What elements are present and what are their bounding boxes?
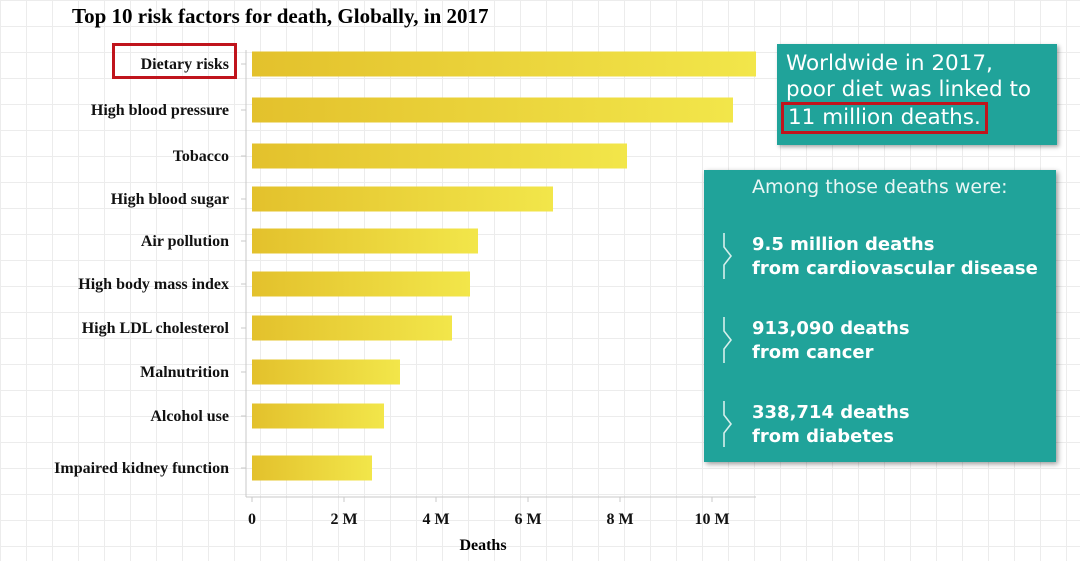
y-tick-label: Impaired kidney function	[54, 460, 229, 477]
x-tick-label: 0	[248, 511, 256, 528]
callout-breakdown: Among those deaths were: 9.5 million dea…	[704, 170, 1056, 462]
x-tick-label: 2 M	[330, 511, 357, 528]
breakdown-heading: Among those deaths were:	[752, 176, 1008, 198]
chevron-right-icon	[723, 233, 733, 279]
stat-description: from cardiovascular disease	[752, 258, 1038, 279]
callout-highlighted-deaths: 11 million deaths.	[781, 102, 988, 134]
y-tick-label: Dietary risks	[141, 56, 229, 73]
callout-line-2: poor diet was linked to	[786, 77, 1032, 102]
bar-impaired-kidney-function	[252, 455, 372, 481]
stat-value: 9.5 million deaths	[752, 234, 935, 255]
stat-description: from diabetes	[752, 426, 894, 447]
bar-malnutrition	[252, 359, 400, 385]
bar-air-pollution	[252, 228, 478, 254]
bar-tobacco	[252, 143, 627, 169]
x-tick-label: 8 M	[606, 511, 633, 528]
y-tick-label: High blood pressure	[91, 102, 229, 119]
x-tick-label: 4 M	[422, 511, 449, 528]
y-tick-label: High LDL cholesterol	[82, 320, 230, 337]
y-tick-label: Malnutrition	[140, 364, 229, 381]
y-tick-label: High body mass index	[78, 276, 229, 293]
stat-value: 338,714 deaths	[752, 402, 910, 423]
chart-title: Top 10 risk factors for death, Globally,…	[72, 4, 489, 28]
bar-high-ldl-cholesterol	[252, 315, 452, 341]
dietary-risks-highlight-box	[112, 43, 237, 79]
callout-line-1: Worldwide in 2017,	[786, 51, 993, 76]
y-tick-label: Air pollution	[141, 233, 229, 250]
y-tick-label: Tobacco	[173, 148, 229, 165]
bar-alcohol-use	[252, 403, 384, 429]
x-tick-label: 6 M	[514, 511, 541, 528]
callout-worldwide: Worldwide in 2017, poor diet was linked …	[777, 44, 1057, 145]
x-axis-label: Deaths	[459, 537, 506, 554]
chevron-right-icon	[723, 401, 733, 447]
stat-value: 913,090 deaths	[752, 318, 910, 339]
y-tick-label: Alcohol use	[150, 408, 229, 425]
bar-high-blood-pressure	[252, 97, 733, 123]
stat-description: from cancer	[752, 342, 874, 363]
bar-dietary-risks	[252, 51, 756, 77]
x-tick-label: 10 M	[694, 511, 729, 528]
bar-high-body-mass-index	[252, 271, 470, 297]
bar-high-blood-sugar	[252, 186, 553, 212]
y-tick-label: High blood sugar	[111, 191, 229, 208]
chevron-right-icon	[723, 317, 733, 363]
